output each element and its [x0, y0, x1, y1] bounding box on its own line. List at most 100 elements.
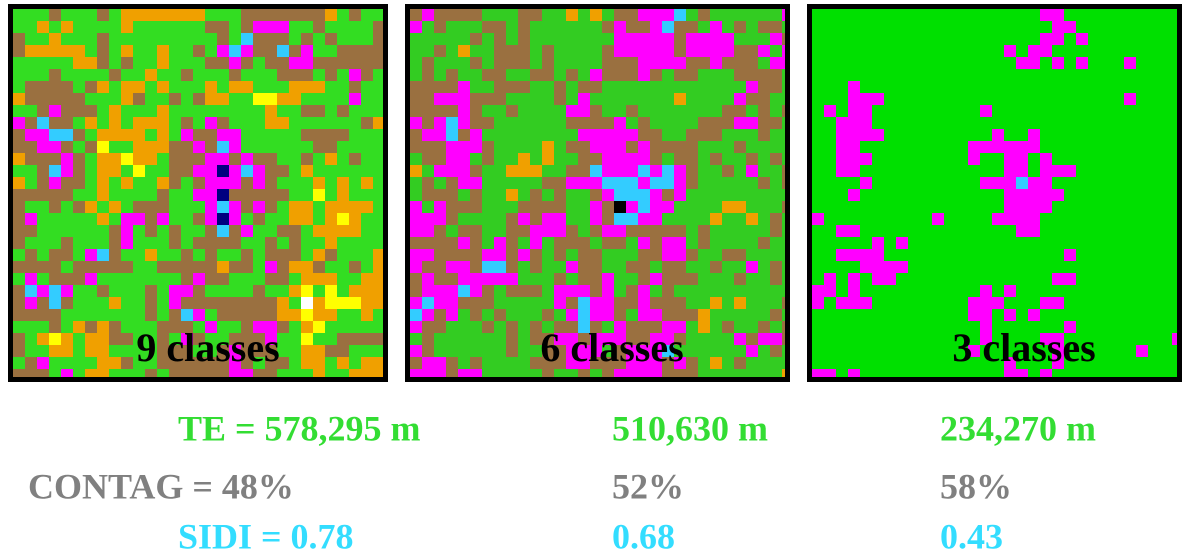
map-cell	[229, 261, 241, 273]
map-cell	[458, 345, 470, 357]
map-cell	[824, 141, 836, 153]
map-cell	[554, 33, 566, 45]
map-cell	[920, 165, 932, 177]
map-cell	[85, 225, 97, 237]
map-cell	[518, 93, 530, 105]
map-cell	[494, 57, 506, 69]
map-cell	[361, 333, 373, 345]
map-cell	[746, 57, 758, 69]
map-cell	[506, 177, 518, 189]
map-cell	[1064, 57, 1076, 69]
map-cell	[325, 165, 337, 177]
map-cell	[602, 213, 614, 225]
map-cell	[133, 201, 145, 213]
map-cell	[626, 105, 638, 117]
map-cell	[241, 297, 253, 309]
map-cell	[169, 129, 181, 141]
map-cell	[758, 189, 770, 201]
map-cell	[494, 369, 506, 377]
map-cell	[860, 333, 872, 345]
map-cell	[638, 309, 650, 321]
map-cell	[253, 285, 265, 297]
map-cell	[361, 249, 373, 261]
map-cell	[482, 117, 494, 129]
map-cell	[662, 261, 674, 273]
map-cell	[518, 357, 530, 369]
map-cell	[956, 93, 968, 105]
map-cell	[1172, 273, 1177, 285]
map-cell	[121, 285, 133, 297]
map-cell	[650, 249, 662, 261]
map-cell	[968, 33, 980, 45]
map-cell	[49, 165, 61, 177]
map-cell	[722, 237, 734, 249]
map-cell	[434, 369, 446, 377]
map-cell	[1016, 177, 1028, 189]
map-cell	[566, 285, 578, 297]
map-cell	[674, 141, 686, 153]
map-cell	[566, 21, 578, 33]
map-cell	[872, 369, 884, 377]
map-cell	[265, 117, 277, 129]
map-cell	[824, 105, 836, 117]
map-cell	[734, 309, 746, 321]
map-cell	[301, 9, 313, 21]
map-cell	[85, 297, 97, 309]
map-cell	[1076, 93, 1088, 105]
map-cell	[968, 237, 980, 249]
map-cell	[289, 237, 301, 249]
map-cell	[181, 45, 193, 57]
map-cell	[770, 297, 782, 309]
map-cell	[157, 297, 169, 309]
map-cell	[932, 165, 944, 177]
map-cell	[734, 81, 746, 93]
map-cell	[860, 345, 872, 357]
map-cell	[686, 309, 698, 321]
map-cell	[1112, 57, 1124, 69]
map-cell	[734, 165, 746, 177]
map-cell	[446, 357, 458, 369]
map-cell	[265, 81, 277, 93]
map-cell	[884, 273, 896, 285]
map-cell	[410, 321, 422, 333]
map-cell	[770, 21, 782, 33]
map-cell	[1004, 261, 1016, 273]
map-cell	[1088, 309, 1100, 321]
map-cell	[872, 165, 884, 177]
map-cell	[205, 117, 217, 129]
map-cell	[145, 117, 157, 129]
map-cell	[1088, 369, 1100, 377]
map-cell	[980, 141, 992, 153]
map-cell	[61, 129, 73, 141]
map-cell	[1028, 141, 1040, 153]
map-cell	[518, 9, 530, 21]
map-cell	[908, 153, 920, 165]
map-cell	[872, 261, 884, 273]
map-cell	[133, 69, 145, 81]
map-cell	[1124, 225, 1136, 237]
map-cell	[1136, 345, 1148, 357]
map-cell	[1136, 141, 1148, 153]
map-cell	[602, 117, 614, 129]
map-cell	[133, 273, 145, 285]
map-cell	[710, 189, 722, 201]
map-cell	[956, 273, 968, 285]
map-cell	[824, 117, 836, 129]
map-cell	[361, 81, 373, 93]
map-cell	[181, 33, 193, 45]
map-cell	[1088, 237, 1100, 249]
map-cell	[145, 261, 157, 273]
map-cell	[1076, 81, 1088, 93]
map-cell	[1100, 105, 1112, 117]
map-cell	[85, 309, 97, 321]
map-cell	[121, 273, 133, 285]
map-cell	[956, 45, 968, 57]
map-cell	[1016, 21, 1028, 33]
map-cell	[1148, 177, 1160, 189]
map-cell	[980, 33, 992, 45]
map-cell	[872, 69, 884, 81]
map-cell	[812, 45, 824, 57]
map-cell	[530, 141, 542, 153]
map-cell	[410, 9, 422, 21]
map-cell	[782, 69, 785, 81]
